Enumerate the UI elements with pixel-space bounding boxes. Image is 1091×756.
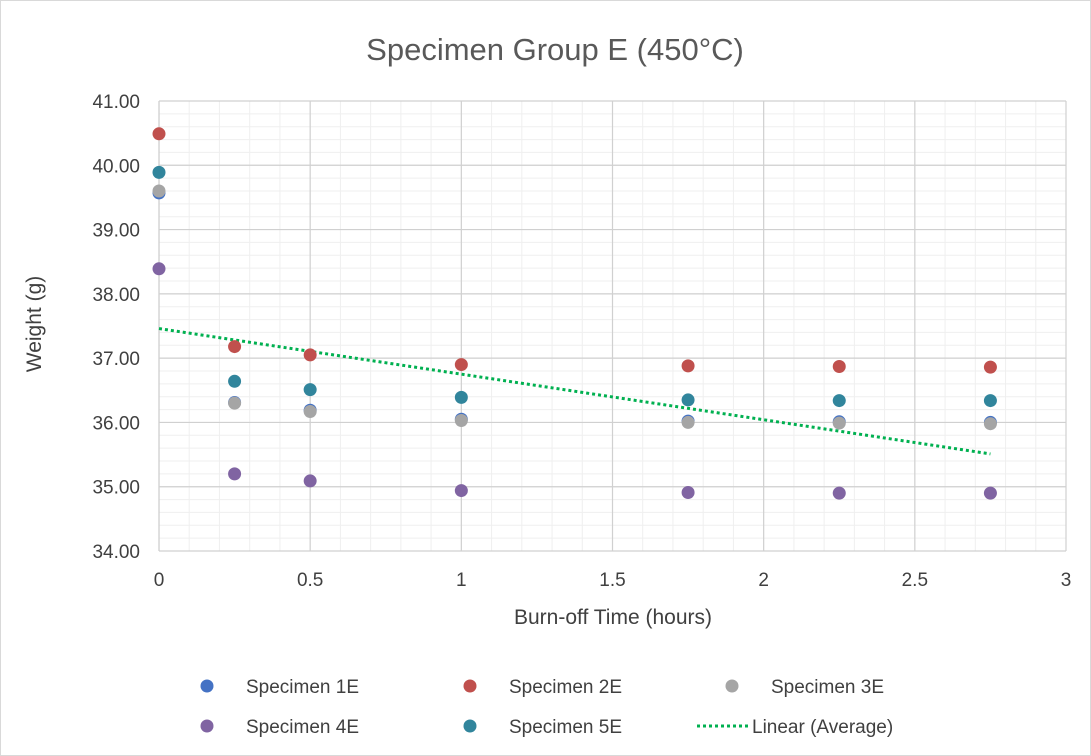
x-tick-label: 3 [1061,570,1072,591]
legend-label: Linear (Average) [752,717,893,738]
data-point [152,184,166,198]
data-point [228,467,242,481]
tick-labels: 0 0.5 1 1.5 2 2.5 3 34.00 35.00 36.00 37.00 38.00 39… [92,92,1071,591]
data-point [454,390,468,404]
data-point [303,474,317,488]
data-point [983,394,997,408]
data-point [832,486,846,500]
legend-marker [200,679,214,693]
data-point [228,340,242,354]
linear-average-trendline [158,327,991,456]
data-points [152,127,997,500]
data-point [454,414,468,427]
x-tick-label: 2.5 [902,570,928,591]
data-point [228,396,242,410]
y-tick-label: 38.00 [92,285,140,306]
series-3 [152,184,997,431]
x-tick-label: 0 [154,570,165,591]
legend-label: Specimen 4E [246,717,359,738]
data-point [454,358,468,372]
data-point [832,416,846,430]
series-2 [152,127,997,374]
data-point [152,165,166,179]
series-5 [152,165,997,408]
y-tick-label: 41.00 [92,92,140,113]
x-tick-label: 2 [758,570,769,591]
data-point [303,405,317,418]
data-point [681,359,695,373]
data-point [832,360,846,373]
x-tick-label: 1.5 [599,570,625,591]
legend-item: Specimen 1E [200,677,359,698]
data-point [983,417,997,431]
series-4 [152,262,997,500]
y-tick-label: 34.00 [92,542,140,563]
legend: Specimen 1E Specimen 2E Specimen 3E Specime… [200,677,893,738]
x-tick-label: 1 [456,570,467,591]
grid-lines [158,100,1067,552]
x-axis-label: Burn-off Time (hours) [514,606,712,629]
legend-item: Linear (Average) [697,717,893,738]
y-tick-label: 39.00 [92,221,140,242]
data-point [983,486,997,500]
legend-item: Specimen 3E [725,677,884,698]
legend-label: Specimen 1E [246,677,359,698]
y-tick-label: 37.00 [92,349,140,370]
legend-item: Specimen 2E [463,677,622,698]
data-point [983,360,997,374]
legend-marker [200,719,214,733]
data-point [303,348,317,362]
legend-item: Specimen 4E [200,717,359,738]
data-point [681,486,695,499]
data-point [454,484,468,498]
trendline-layer [158,327,991,456]
y-tick-label: 35.00 [92,478,140,499]
chart-title: Specimen Group E (450°C) [366,32,744,67]
data-point [681,393,695,407]
data-point [228,374,242,388]
legend-label: Specimen 2E [509,677,622,698]
data-point [681,415,695,429]
legend-label: Specimen 5E [509,717,622,738]
data-point [303,383,317,397]
y-tick-label: 40.00 [92,156,140,177]
y-axis-label: Weight (g) [23,276,46,372]
data-point [152,127,166,141]
legend-marker [463,679,477,693]
legend-marker [725,679,739,693]
legend-marker [463,719,477,733]
x-tick-label: 0.5 [297,570,323,591]
legend-item: Specimen 5E [463,717,622,738]
legend-label: Specimen 3E [771,677,884,698]
data-point [152,262,166,276]
data-point [832,394,846,408]
y-tick-label: 36.00 [92,413,140,434]
